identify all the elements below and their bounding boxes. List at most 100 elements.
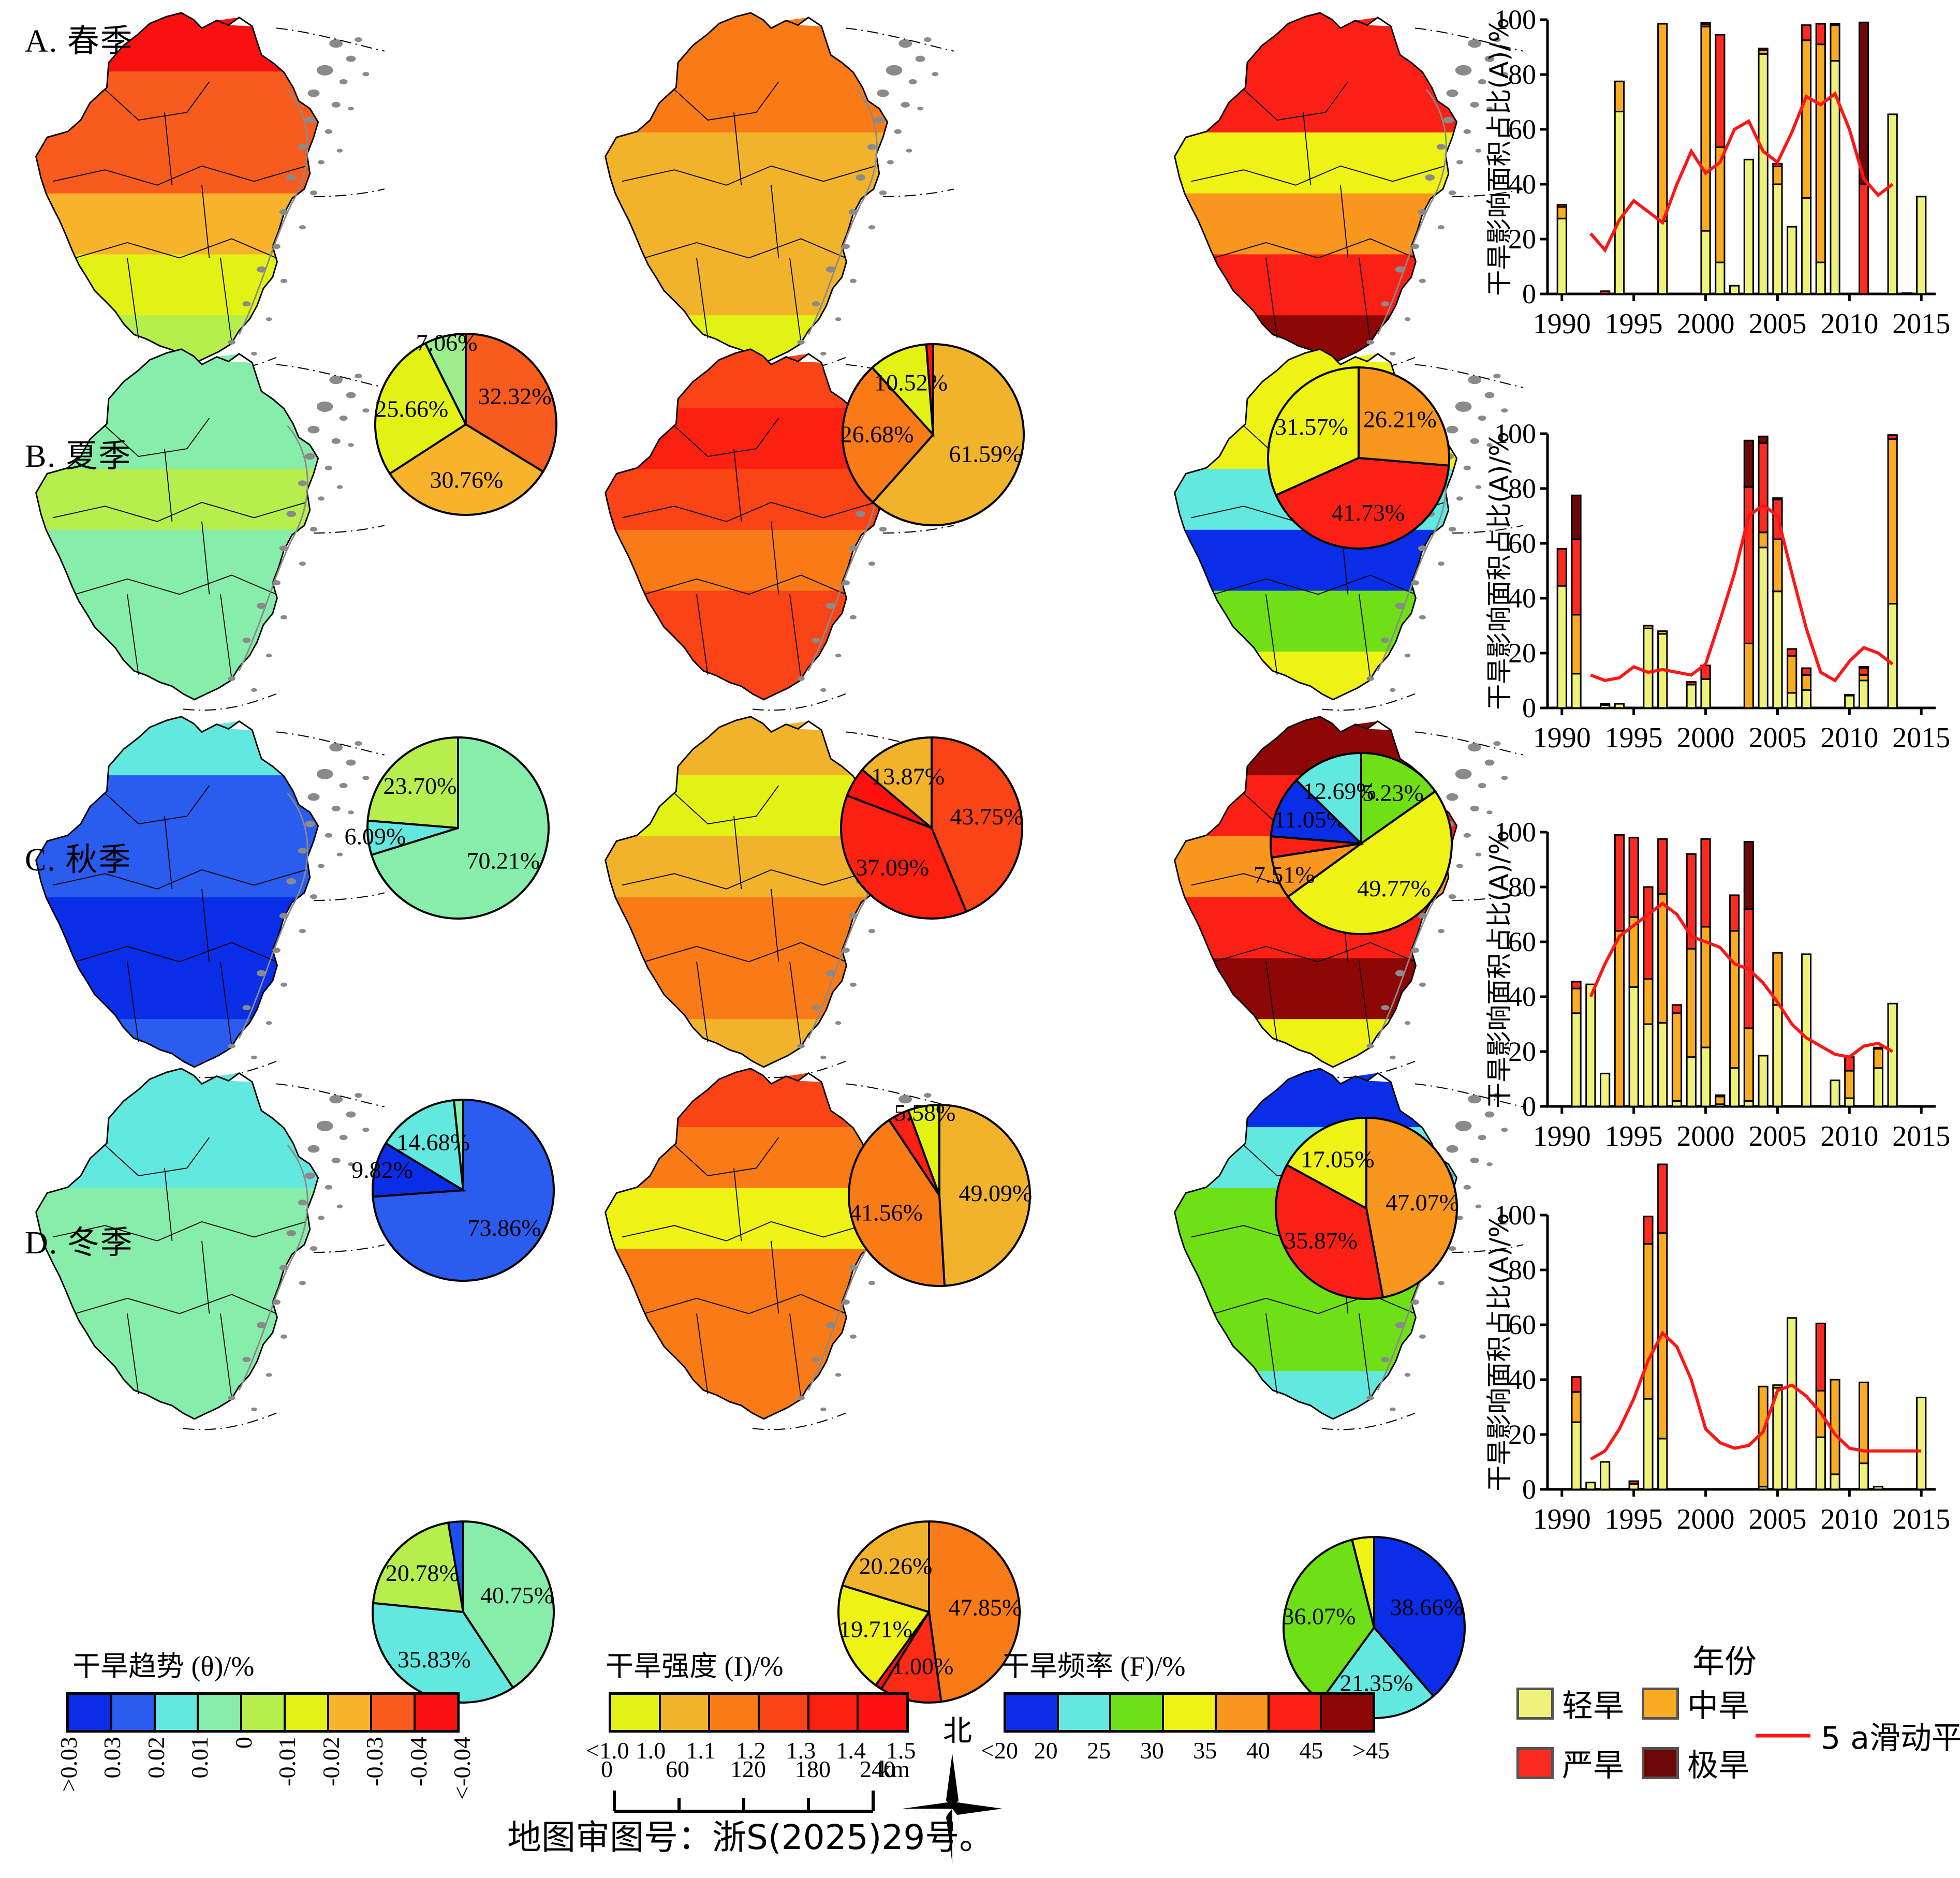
x-tick-label: 2010	[1820, 722, 1878, 754]
y-tick-label: 0	[1522, 1091, 1536, 1122]
y-axis-title: 干旱影响面积占比(A)/%	[1484, 1213, 1514, 1491]
legend-bar-row-1: 轻旱 中旱	[1516, 1681, 1767, 1726]
y-tick-label: 60	[1508, 114, 1536, 145]
bar-segment	[1887, 603, 1898, 709]
legend-tick: 35	[1193, 1737, 1217, 1764]
bar-segment	[1715, 261, 1726, 295]
x-tick-label: 2010	[1820, 1120, 1878, 1152]
bar-segment	[1787, 226, 1797, 295]
bar-segment	[1556, 585, 1567, 709]
pie-slice-label: 7.51%	[1254, 862, 1315, 888]
bar-segment	[1628, 1483, 1639, 1490]
pie-b-trend: 70.21% 6.09% 23.70%	[345, 736, 550, 920]
bar-segment	[1571, 1376, 1582, 1393]
bar-segment	[1787, 655, 1797, 694]
y-tick-label: 40	[1508, 1364, 1536, 1395]
bar-segment	[1643, 1023, 1654, 1107]
x-tick-label: 1990	[1533, 1503, 1591, 1535]
y-tick-label: 80	[1508, 473, 1536, 504]
bar-segment	[1571, 614, 1582, 675]
pie-slice	[1350, 1535, 1375, 1628]
bar-segment	[1643, 1216, 1654, 1245]
legend-tick: 1.4	[836, 1737, 866, 1764]
moving-average-line	[1589, 91, 1894, 253]
y-tick-label: 0	[1522, 278, 1536, 309]
bar-segment	[1801, 667, 1812, 676]
bar-segment	[1859, 674, 1869, 682]
bar-segment	[1758, 546, 1769, 709]
y-tick-label: 0	[1522, 692, 1536, 723]
bar-segment	[1743, 158, 1754, 295]
legend-swatch-0	[1006, 1695, 1059, 1730]
bar-segment	[1657, 220, 1668, 295]
pie-slice	[1358, 366, 1450, 467]
bar-segment	[1830, 1080, 1840, 1107]
bar-segment	[1916, 196, 1927, 295]
legend-swatch-5	[859, 1695, 907, 1730]
legend-tick: -0.01	[274, 1737, 301, 1786]
pie-slice	[841, 1520, 930, 1614]
north-arrow: 北	[901, 1708, 1014, 1866]
y-axis-title: 干旱影响面积占比(A)/%	[1484, 830, 1514, 1108]
pie-slice-label: 37.09%	[856, 854, 929, 881]
pie-a-trend: 32.32% 30.76% 25.66% 7.06%	[374, 329, 557, 516]
bar-segment	[1815, 261, 1826, 295]
bar-segment	[1815, 1322, 1826, 1392]
pie-slice	[1275, 1163, 1384, 1300]
bar-segment	[1585, 983, 1596, 1107]
pie-slice-label: 26.68%	[841, 421, 914, 447]
bar-segment	[1671, 1004, 1683, 1014]
pie-slice	[925, 343, 934, 435]
pie-slice	[388, 423, 545, 516]
bar-segment	[1700, 1046, 1711, 1107]
bar-segment	[1887, 113, 1898, 295]
legend-swatch-1	[660, 1695, 711, 1730]
bar-segment	[1743, 642, 1754, 709]
bar-segment	[1571, 494, 1582, 540]
pie-slice-label: 41.56%	[849, 1199, 923, 1225]
legend-tick: -0.04	[405, 1737, 432, 1786]
y-tick-label: 60	[1508, 1309, 1536, 1340]
map-approval-number: 地图审图号：浙S(2025)29号。	[507, 1817, 994, 1857]
map-a-frequency	[1174, 12, 1524, 375]
legend-tick: 1.5	[886, 1737, 916, 1764]
bar-xaxis-title: 年份	[1692, 1643, 1757, 1680]
legend-tick: 20	[1034, 1737, 1058, 1764]
bar-segment	[1772, 1384, 1783, 1389]
bar-segment	[1556, 206, 1567, 219]
pie-slice	[1270, 778, 1364, 845]
y-tick-label: 0	[1522, 1474, 1536, 1505]
bar-segment	[1614, 703, 1625, 709]
legend-intensity-colorbar	[609, 1692, 909, 1733]
pie-slice-label: 19.71%	[839, 1616, 912, 1642]
pie-slice-label: 20.78%	[386, 1560, 459, 1586]
pie-a-frequency: 26.21% 41.73% 31.57%	[1267, 366, 1450, 550]
bar-chart-d: 0 20 40 60 80 100 1990 1995 2000 2005 2010 2015 干旱影响…	[1484, 1163, 1950, 1535]
pie-slice	[1274, 456, 1450, 550]
moving-average-line	[1590, 503, 1894, 683]
bar-segment	[1902, 292, 1912, 295]
legend-swatch-1	[1058, 1695, 1112, 1730]
bar-segment	[1743, 439, 1754, 488]
bar-segment	[1743, 1100, 1754, 1107]
bar-segment	[1844, 1056, 1855, 1072]
x-tick-label: 2015	[1892, 722, 1950, 754]
scalebar-tick: 60	[666, 1756, 689, 1782]
pie-slice	[928, 1520, 1021, 1703]
bar-segment	[1729, 930, 1740, 1069]
bar-segment	[1700, 25, 1711, 232]
pie-slice-label: 70.21%	[466, 847, 540, 874]
legend-tick: 0.03	[99, 1737, 126, 1779]
moving-average-line-icon	[1756, 1734, 1810, 1737]
bar-segment	[1700, 22, 1711, 25]
pie-slice-label: 43.75%	[950, 803, 1024, 830]
bar-segment	[1643, 886, 1654, 980]
legend-trend-title: 干旱趋势 (θ)/%	[72, 1651, 255, 1682]
bar-segment	[1686, 948, 1697, 1058]
legend-tick: 45	[1299, 1737, 1323, 1764]
bar-segment	[1628, 1480, 1639, 1485]
pie-slice	[372, 1521, 465, 1614]
pie-slice-label: 26.21%	[1363, 406, 1437, 433]
bar-segment	[1686, 1056, 1697, 1107]
y-tick-label: 20	[1508, 1419, 1536, 1450]
